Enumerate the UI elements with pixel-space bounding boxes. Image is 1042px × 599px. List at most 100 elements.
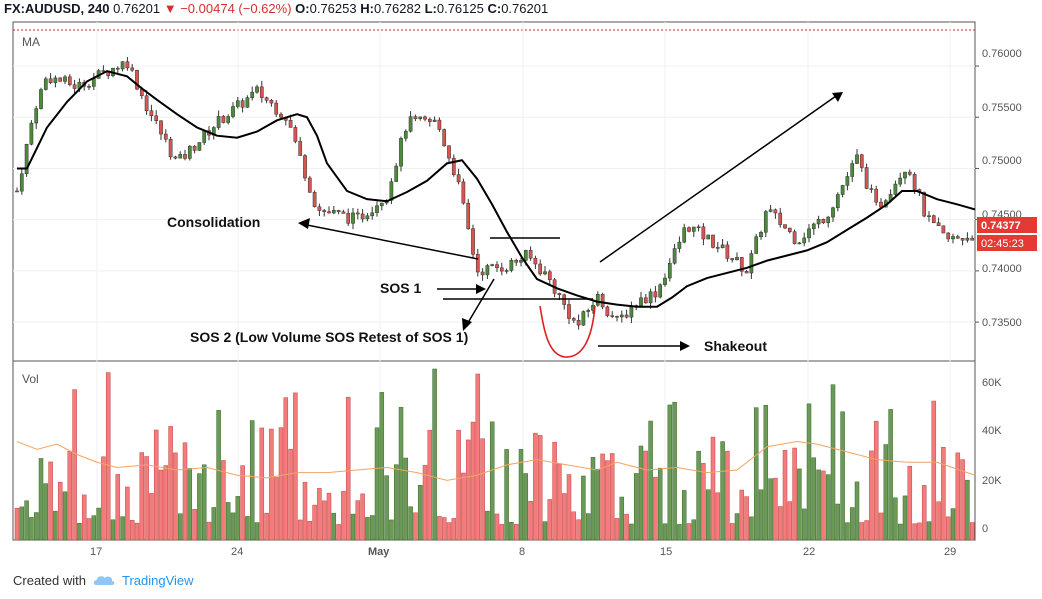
volume-bar xyxy=(365,517,370,541)
volume-bar xyxy=(845,522,850,541)
volume-bar xyxy=(134,522,140,541)
volume-bar xyxy=(441,517,447,541)
volume-bar xyxy=(734,513,740,541)
volume-bar xyxy=(81,494,87,541)
candle xyxy=(696,226,701,229)
volume-bar xyxy=(902,495,908,541)
candle xyxy=(255,86,259,93)
vol-tick-label: 40K xyxy=(982,425,1002,437)
volume-bar xyxy=(374,427,380,541)
candle xyxy=(519,260,523,263)
volume-bar xyxy=(422,465,428,541)
candle xyxy=(293,127,298,142)
candle xyxy=(787,227,792,232)
volume-bar xyxy=(696,450,701,541)
candle xyxy=(336,210,341,213)
candle xyxy=(658,284,663,298)
candle xyxy=(408,116,413,132)
candle xyxy=(557,293,562,296)
candle xyxy=(432,119,437,122)
candle xyxy=(941,225,946,234)
volume-bar xyxy=(806,403,812,541)
volume-bar xyxy=(297,519,303,541)
volume-bar xyxy=(811,457,817,541)
volume-bar xyxy=(729,523,735,541)
volume-bar xyxy=(77,523,82,541)
time-tick-label: 22 xyxy=(803,546,815,558)
volume-bar xyxy=(955,452,961,541)
candle xyxy=(648,291,653,304)
volume-bar xyxy=(797,468,802,541)
volume-bar xyxy=(105,372,111,541)
candle xyxy=(927,215,931,217)
low-label: L: xyxy=(424,1,437,16)
candle xyxy=(327,211,331,214)
price-chart[interactable]: MA Vol 0.76000 0.75500 0.75000 0.74500 0… xyxy=(0,0,1042,570)
candle xyxy=(845,176,850,186)
volume-bar xyxy=(355,500,361,541)
candle xyxy=(250,91,255,98)
candle xyxy=(389,181,394,201)
volume-bar xyxy=(350,513,356,541)
candle xyxy=(120,61,125,70)
candle xyxy=(216,116,221,128)
candle xyxy=(115,67,120,70)
candle xyxy=(149,110,154,117)
volume-bar xyxy=(849,507,855,541)
volume-bar xyxy=(398,407,404,541)
volume-bar xyxy=(830,384,836,541)
candle xyxy=(279,113,283,118)
volume-bar xyxy=(120,516,125,541)
volume-bar xyxy=(792,447,797,541)
candle xyxy=(192,145,197,151)
candle xyxy=(687,227,691,232)
volume-bar xyxy=(633,473,639,541)
candle xyxy=(567,304,571,319)
candle xyxy=(399,138,403,167)
volume-bar xyxy=(278,427,284,541)
volume-bar xyxy=(245,516,250,541)
candle xyxy=(663,277,667,286)
volume-bar xyxy=(864,520,869,541)
volume-bar xyxy=(653,476,658,541)
consolidation-label: Consolidation xyxy=(167,214,260,230)
volume-bar xyxy=(451,518,457,541)
volume-bar xyxy=(888,409,893,541)
close-value: 0.76201 xyxy=(501,1,549,16)
volume-bar xyxy=(101,456,106,541)
volume-bar xyxy=(537,435,543,541)
candle xyxy=(418,116,423,119)
volume-bar xyxy=(581,475,586,541)
volume-bar xyxy=(821,470,826,541)
candle xyxy=(264,97,269,101)
candle xyxy=(739,257,744,272)
arrowhead-icon xyxy=(476,284,486,294)
candle xyxy=(53,77,58,83)
candle xyxy=(610,315,615,317)
candle xyxy=(163,133,168,140)
candle xyxy=(466,202,471,229)
candle xyxy=(183,154,187,159)
candle xyxy=(490,264,495,266)
volume-bar xyxy=(341,491,346,541)
candle xyxy=(451,157,456,175)
volume-bar xyxy=(499,524,505,541)
volume-bar xyxy=(854,481,860,541)
chart-header: FX:AUDUSD, 240 0.76201 ▼ −0.00474 (−0.62… xyxy=(4,0,548,18)
time-tick-label: 8 xyxy=(519,546,525,558)
volume-bar xyxy=(62,491,68,541)
candle xyxy=(936,222,941,227)
open-value: 0.76253 xyxy=(309,1,357,16)
volume-bar xyxy=(677,524,682,541)
time-axis: 17 24 May 8 15 22 29 xyxy=(90,546,956,558)
candle xyxy=(187,145,192,159)
vol-tick-label: 0 xyxy=(982,523,988,535)
candle xyxy=(307,177,312,193)
volume-bar xyxy=(235,496,241,541)
high-value: 0.76282 xyxy=(373,1,421,16)
volume-bar xyxy=(465,439,471,541)
candle xyxy=(259,86,264,98)
tradingview-link[interactable]: TradingView xyxy=(121,572,194,588)
candle xyxy=(869,188,874,190)
candle xyxy=(850,163,855,177)
